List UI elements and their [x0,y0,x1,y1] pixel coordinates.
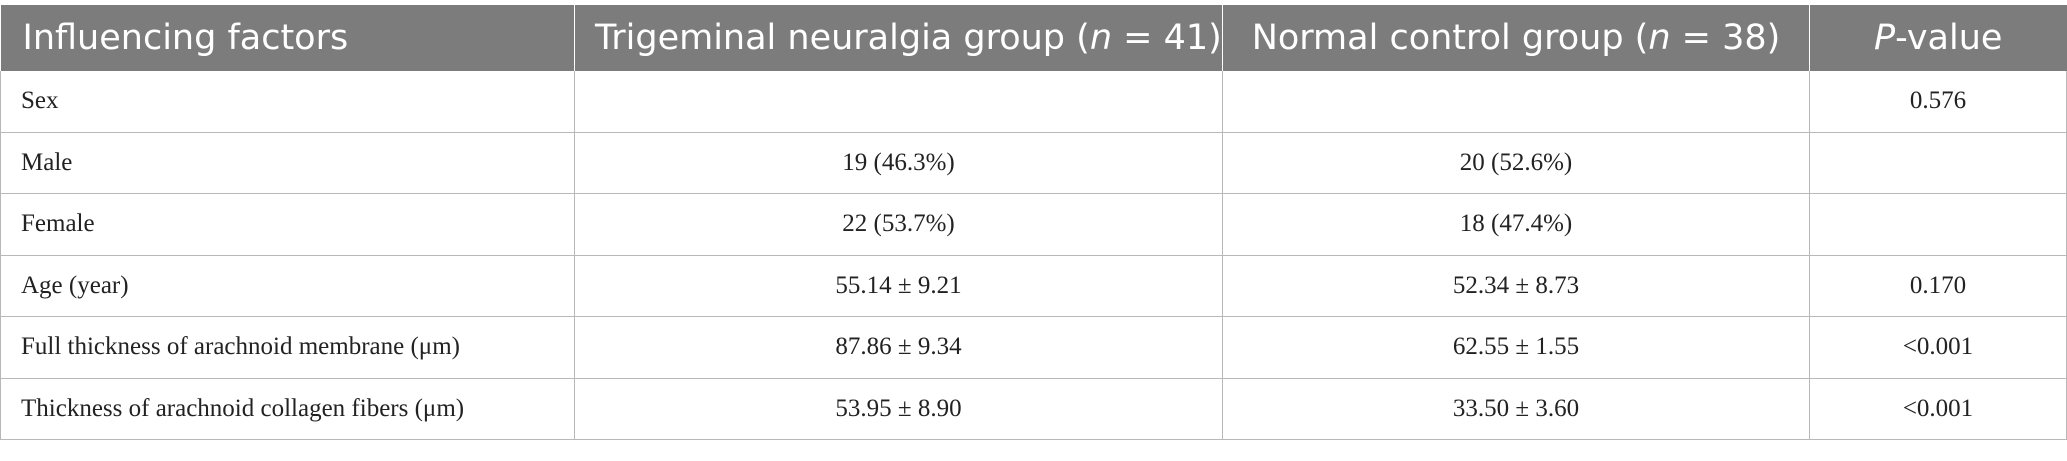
table-row-age: Age (year) 55.14 ± 9.21 52.34 ± 8.73 0.1… [0,255,2067,317]
cell-p-value: 0.170 [1809,255,2067,317]
table-row-female: Female 22 (53.7%) 18 (47.4%) [0,193,2067,256]
header-tn-suffix: = 41) [1112,18,1222,58]
cell-control: 33.50 ± 3.60 [1222,378,1810,440]
cell-control: 20 (52.6%) [1222,132,1810,194]
cell-factor: Age (year) [0,255,575,317]
header-row: Influencing factors Trigeminal neuralgia… [0,5,2067,71]
cell-control: 52.34 ± 8.73 [1222,255,1810,317]
header-p-letter: P [1874,18,1896,58]
cell-tn: 87.86 ± 9.34 [574,316,1223,379]
cell-p-value [1809,193,2067,256]
table-row-sex: Sex 0.576 [0,71,2067,133]
cell-factor: Full thickness of arachnoid membrane (μm… [0,316,575,379]
cell-factor: Thickness of arachnoid collagen fibers (… [0,378,575,440]
table-row-male: Male 19 (46.3%) 20 (52.6%) [0,132,2067,194]
cell-p-value: <0.001 [1809,378,2067,440]
cell-control: 62.55 ± 1.55 [1222,316,1810,379]
header-influencing-factors: Influencing factors [0,5,575,71]
cell-tn: 53.95 ± 8.90 [574,378,1223,440]
cell-factor: Male [0,132,575,194]
cell-factor: Sex [0,71,575,133]
table-header: Influencing factors Trigeminal neuralgia… [0,5,2067,71]
header-control-suffix: = 38) [1670,18,1781,58]
header-normal-control-group: Normal control group (n = 38) [1222,5,1810,71]
cell-tn: 55.14 ± 9.21 [574,255,1223,317]
cell-control: 18 (47.4%) [1222,193,1810,256]
header-p-value: P-value [1809,5,2067,71]
data-table-container: Influencing factors Trigeminal neuralgia… [0,5,2067,440]
cell-factor: Female [0,193,575,256]
cell-tn: 22 (53.7%) [574,193,1223,256]
table-row-collagen-thickness: Thickness of arachnoid collagen fibers (… [0,378,2067,440]
table-row-full-thickness: Full thickness of arachnoid membrane (μm… [0,316,2067,379]
header-tn-prefix: Trigeminal neuralgia group ( [595,18,1090,58]
cell-tn [574,71,1223,133]
header-tn-n: n [1089,18,1112,58]
header-p-suffix: -value [1895,18,2003,58]
cell-p-value: <0.001 [1809,316,2067,379]
cell-p-value: 0.576 [1809,71,2067,133]
cell-tn: 19 (46.3%) [574,132,1223,194]
header-factors-label: Influencing factors [22,18,349,58]
header-control-prefix: Normal control group ( [1251,18,1649,58]
cell-p-value [1809,132,2067,194]
header-control-n: n [1648,18,1671,58]
header-trigeminal-neuralgia-group: Trigeminal neuralgia group (n = 41) [574,5,1223,71]
influencing-factors-table: Influencing factors Trigeminal neuralgia… [0,5,2067,440]
table-body: Sex 0.576 Male 19 (46.3%) 20 (52.6%) Fem… [0,71,2067,440]
cell-control [1222,71,1810,133]
